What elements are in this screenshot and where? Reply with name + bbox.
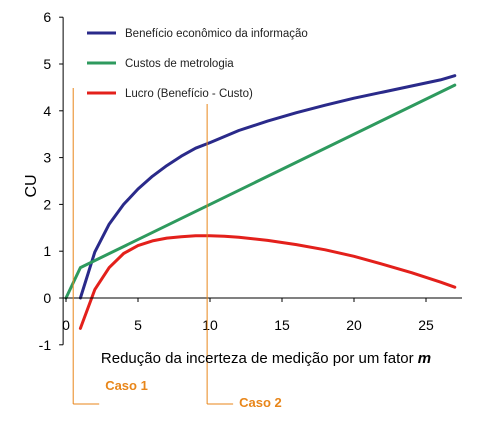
plot-lines — [64, 74, 457, 330]
series-line-3 — [78, 234, 457, 330]
y-tick-label: 5 — [43, 56, 51, 72]
legend-label: Benefício econômico da informação — [125, 28, 308, 40]
x-tick-label: 10 — [202, 317, 218, 333]
case-label: Caso 1 — [105, 378, 148, 393]
x-tick-label: 5 — [134, 317, 142, 333]
case-annotations: Caso 1 Caso 2 — [72, 88, 282, 410]
legend-label: Lucro (Benefício - Custo) — [125, 88, 253, 100]
tick-labels: -1 0 1 2 3 4 5 6 0 5 10 15 20 25 — [39, 9, 434, 353]
y-tick-label: -1 — [39, 337, 52, 353]
x-tick-label: 0 — [62, 317, 70, 333]
y-tick-label: 4 — [43, 103, 51, 119]
x-axis-label-var: m — [418, 350, 431, 367]
x-tick-label: 20 — [346, 317, 362, 333]
y-tick-label: 2 — [43, 196, 51, 212]
x-axis-label-text: Redução da incerteza de medição por um f… — [101, 350, 418, 367]
legend: Benefício econômico da informação Custos … — [87, 28, 308, 100]
case-label: Caso 2 — [239, 395, 282, 410]
x-tick-label: 15 — [274, 317, 290, 333]
axes — [59, 16, 462, 346]
legend-label: Custos de metrologia — [125, 58, 234, 70]
x-axis-label: Redução da incerteza de medição por um f… — [101, 350, 431, 367]
y-tick-label: 3 — [43, 150, 51, 166]
x-tick-label: 25 — [418, 317, 434, 333]
series-line-1 — [78, 74, 457, 300]
y-tick-label: 6 — [43, 9, 51, 25]
y-tick-label: 1 — [43, 243, 51, 259]
series-line-2 — [64, 83, 457, 300]
y-tick-label: 0 — [43, 290, 51, 306]
y-axis-label: CU — [23, 174, 40, 197]
